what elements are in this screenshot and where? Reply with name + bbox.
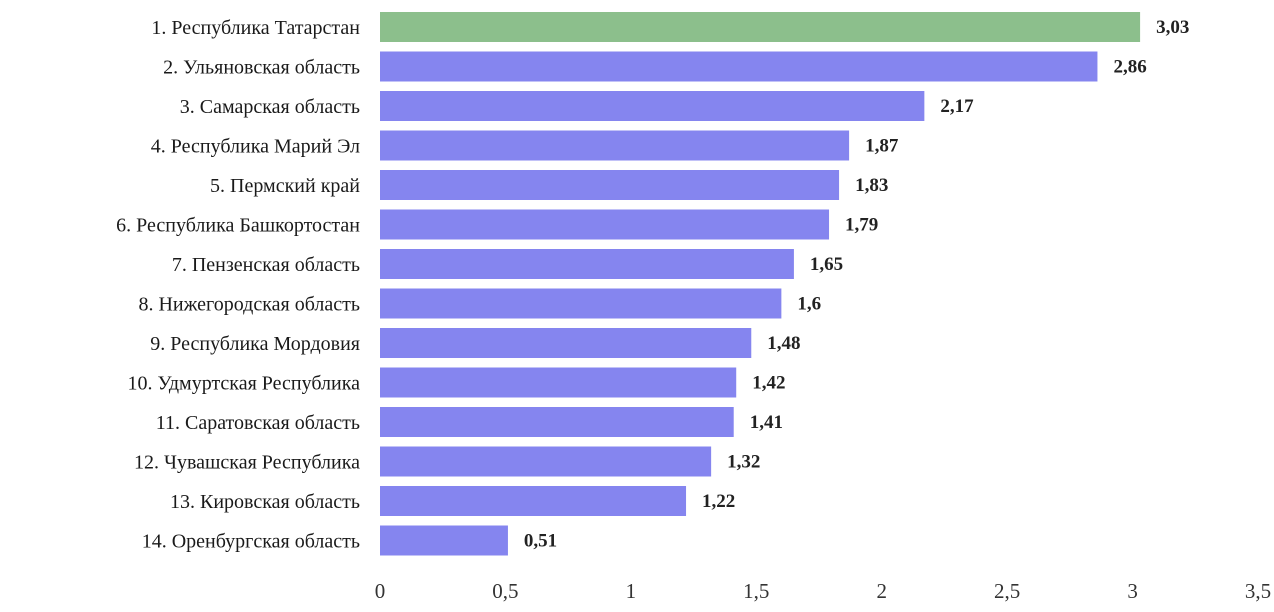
category-label: 10. Удмуртская Республика <box>128 373 361 395</box>
bar <box>380 91 925 121</box>
value-label: 0,51 <box>524 531 557 552</box>
bar <box>380 328 752 358</box>
x-tick-label: 0 <box>375 579 386 603</box>
category-label: 13. Кировская область <box>170 491 360 513</box>
bar <box>380 12 1141 42</box>
bar <box>380 130 850 161</box>
category-label: 5. Пермский край <box>210 175 360 197</box>
x-tick-label: 1,5 <box>743 579 769 603</box>
x-axis-ticks-group: 0 0,5 1 1,5 2 2,5 3 3,5 <box>375 579 1271 603</box>
category-label: 1. Республика Татарстан <box>151 17 360 39</box>
bar <box>380 170 840 200</box>
category-label: 2. Ульяновская область <box>163 57 360 79</box>
bar <box>380 209 830 240</box>
bar <box>380 367 737 398</box>
bar <box>380 407 734 437</box>
bars-group <box>380 12 1141 556</box>
category-label: 3. Самарская область <box>180 96 360 118</box>
category-label: 14. Оренбургская область <box>142 531 360 553</box>
category-label: 8. Нижегородская область <box>138 294 360 316</box>
category-label: 6. Республика Башкортостан <box>116 215 360 237</box>
bar <box>380 486 687 516</box>
category-label: 11. Саратовская область <box>156 412 360 434</box>
x-tick-label: 3,5 <box>1245 579 1271 603</box>
category-labels-group: 1. Республика Татарстан 2. Ульяновская об… <box>116 17 360 553</box>
value-label: 1,32 <box>727 452 760 473</box>
value-label: 1,65 <box>810 254 843 275</box>
category-label: 12. Чувашская Республика <box>134 452 360 474</box>
value-label: 1,6 <box>797 294 821 315</box>
value-label: 2,17 <box>940 96 974 117</box>
bar <box>380 249 794 279</box>
x-tick-label: 2 <box>876 579 887 603</box>
x-tick-label: 1 <box>626 579 637 603</box>
x-tick-label: 2,5 <box>994 579 1020 603</box>
bar <box>380 446 712 477</box>
bar <box>380 525 508 556</box>
bar <box>380 288 782 319</box>
value-label: 1,41 <box>750 412 783 433</box>
x-tick-label: 0,5 <box>492 579 518 603</box>
category-label: 4. Республика Марий Эл <box>151 136 360 158</box>
value-label: 1,87 <box>865 136 899 157</box>
value-label: 1,42 <box>752 373 785 394</box>
value-label: 1,79 <box>845 215 878 236</box>
category-label: 9. Республика Мордовия <box>150 333 360 355</box>
value-label: 2,86 <box>1113 57 1146 78</box>
value-labels-group: 3,03 2,86 2,17 1,87 1,83 1,791,65 1,6 1,48 1,42 1… <box>524 17 1189 552</box>
value-label: 1,22 <box>702 491 735 512</box>
value-label: 1,83 <box>855 175 888 196</box>
category-label: 7. Пензенская область <box>172 254 360 276</box>
value-label: 1,48 <box>767 333 800 354</box>
bar <box>380 51 1098 82</box>
x-tick-label: 3 <box>1127 579 1138 603</box>
value-label: 3,03 <box>1156 17 1189 38</box>
